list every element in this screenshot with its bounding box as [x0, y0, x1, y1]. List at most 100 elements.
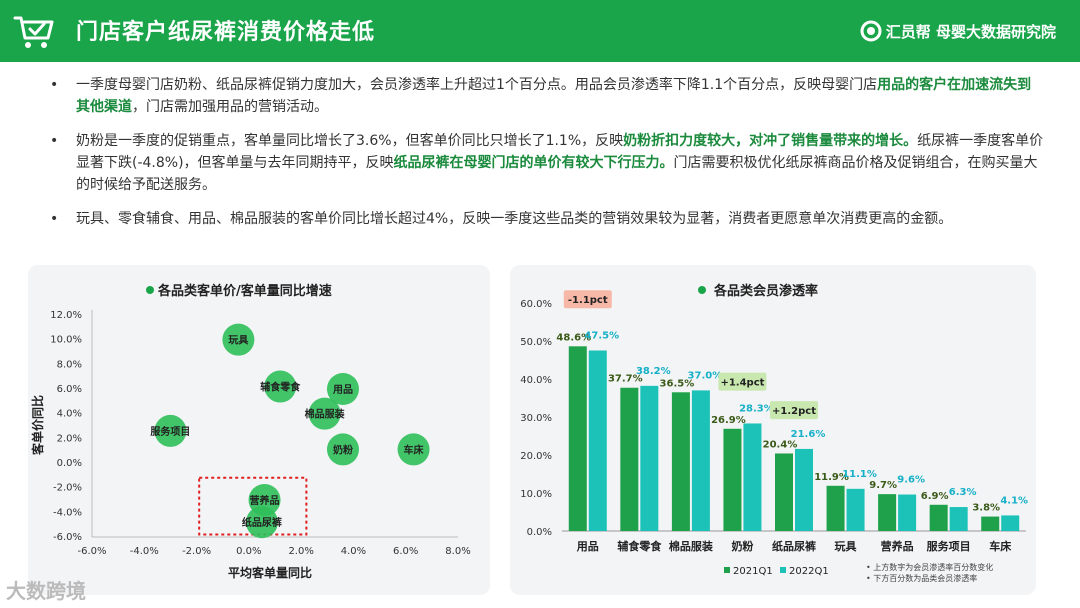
bar: [588, 350, 607, 531]
scatter-point-label: 营养品: [250, 494, 280, 507]
bar-data-label: 9.7%: [869, 480, 897, 491]
scatter-panel: 各品类客单价/客单量同比增速 12.0% 10.0% 8.0% 6.0% 4.0% 2.0%…: [28, 265, 490, 595]
brand-name: 汇员帮 母婴大数据研究院: [885, 22, 1056, 41]
x-tick-label: 用品: [577, 540, 599, 553]
header-bar: 门店客户纸尿裤消费价格走低 汇员帮 母婴大数据研究院: [0, 0, 1080, 62]
bar: [1001, 515, 1020, 531]
bar: [640, 385, 659, 531]
y-tick-label: 10.0%: [50, 335, 82, 346]
bullet-item: • 一季度母婴门店奶粉、纸品尿裤促销力度加大，会员渗透率上升超过1个百分点。用品会…: [44, 74, 1044, 118]
bar: [671, 392, 690, 531]
y-tick-label: -6.0%: [53, 532, 82, 543]
bar: [723, 428, 742, 531]
x-tick-label: 4.0%: [341, 546, 366, 557]
bullet-highlight-text: 奶粉折扣力度较大，对冲了销售量带来的增长。: [623, 133, 918, 149]
bullet-item: • 奶粉是一季度的促销重点，客单量同比增长了3.6%，但客单价同比只增长了1.1%…: [44, 130, 1044, 196]
bar-data-label: 11.1%: [842, 469, 877, 480]
scatter-point-label: 奶粉: [333, 443, 353, 456]
shopping-cart-check-icon: [13, 16, 54, 48]
bar: [826, 485, 845, 531]
bullet-dot: •: [50, 133, 59, 149]
y-tick-label: -2.0%: [53, 483, 82, 494]
bar-data-label: 4.1%: [1000, 495, 1028, 506]
bar-data-label: 37.0%: [688, 370, 723, 381]
title-dot-icon: [146, 286, 154, 294]
scatter-point-label: 辅食零食: [260, 381, 301, 394]
bar-data-label: 48.6%: [556, 332, 591, 343]
y-tick-label: 0.0%: [527, 527, 552, 538]
legend-label: 2021Q1: [733, 566, 773, 577]
bullet-text: 一季度母婴门店奶粉、纸品尿裤促销力度加大，会员渗透率上升超过1个百分点。用品会员…: [76, 77, 878, 93]
x-axis-label: 平均客单量同比: [228, 565, 312, 580]
y-tick-label: 10.0%: [520, 489, 552, 500]
x-tick-label: -4.0%: [130, 546, 159, 557]
bullet-dot: •: [50, 77, 59, 93]
y-tick-label: 4.0%: [57, 409, 82, 420]
x-tick-label: 纸品尿裤: [772, 539, 816, 553]
bar: [929, 504, 948, 531]
scatter-point-label: 服务项目: [150, 425, 190, 438]
y-tick-label: 2.0%: [57, 433, 82, 444]
bullet-text: 玩具、零食辅食、用品、棉品服装的客单价同比增长超过4%，反映一季度这些品类的营销…: [76, 211, 953, 227]
bullet-list: • 一季度母婴门店奶粉、纸品尿裤促销力度加大，会员渗透率上升超过1个百分点。用品会…: [44, 74, 1044, 242]
bar-data-label: 20.4%: [763, 439, 798, 450]
bullet-text: 纸尿裤一季度客单价显著下跌(-4.8%)，但客单量与去年同期持平，反映: [76, 133, 1044, 171]
scatter-point-label: 车床: [404, 443, 425, 456]
x-tick-label: 8.0%: [445, 546, 470, 557]
scatter-point: [326, 373, 359, 405]
page-title: 门店客户纸尿裤消费价格走低: [76, 20, 376, 45]
x-tick-label: 车床: [989, 539, 1012, 553]
bar-data-label: 37.7%: [608, 374, 643, 385]
x-tick-label: -2.0%: [182, 546, 211, 557]
x-tick-label: 营养品: [881, 539, 914, 553]
y-tick-label: 12.0%: [50, 310, 82, 321]
bar: [568, 346, 587, 531]
x-tick-label: 辅食零食: [617, 539, 662, 553]
chart-title: 各品类客单价/客单量同比增速: [157, 283, 332, 299]
y-tick-label: -4.0%: [53, 507, 82, 518]
y-tick-label: 20.0%: [520, 451, 552, 462]
change-badge-label: -1.1pct: [568, 295, 608, 306]
bar: [691, 390, 710, 531]
bar: [795, 448, 813, 531]
chart-title: 各品类会员渗透率: [713, 283, 818, 299]
y-tick-label: 8.0%: [57, 359, 82, 370]
x-tick-label: 棉品服装: [669, 539, 713, 553]
scatter-point-label: 棉品服装: [305, 408, 345, 421]
x-tick-label: 服务项目: [927, 539, 971, 553]
legend-swatch: [780, 567, 786, 573]
bar: [949, 507, 968, 531]
legend-swatch: [724, 567, 730, 573]
bar-data-label: 26.9%: [711, 415, 746, 426]
bar: [775, 453, 793, 531]
bar: [981, 516, 1000, 531]
bar-data-label: 6.9%: [921, 491, 949, 502]
bar-data-label: 11.9%: [814, 472, 849, 483]
bar-data-label: 36.5%: [660, 378, 695, 389]
y-tick-label: 40.0%: [520, 375, 552, 386]
change-badge: [563, 290, 612, 309]
bullet-highlight-text: 用品的客户在加速流失到其他渠道: [76, 77, 1032, 115]
title-dot-icon: [698, 286, 706, 294]
x-tick-label: 2.0%: [288, 546, 313, 557]
bar-data-label: 9.6%: [897, 475, 925, 486]
bar-data-label: 47.5%: [584, 331, 619, 342]
x-tick-label: 6.0%: [393, 546, 418, 557]
y-tick-label: 6.0%: [57, 384, 82, 395]
bar-data-label: 21.6%: [791, 429, 826, 440]
y-tick-label: 50.0%: [520, 337, 552, 348]
brand: 汇员帮 母婴大数据研究院: [860, 18, 1056, 44]
bar-panel: 各品类会员渗透率 60.0% 50.0% 40.0% 30.0% 20.0% 10.0% 0.…: [510, 265, 1036, 595]
scatter-point: [326, 433, 359, 466]
bar: [878, 494, 897, 531]
bullet-item: • 玩具、零食辅食、用品、棉品服装的客单价同比增长超过4%，反映一季度这些品类的营…: [44, 208, 1044, 230]
y-tick-label: 60.0%: [520, 299, 552, 310]
brand-logo-icon: [860, 20, 882, 42]
change-badge-label: +1.2pct: [772, 406, 816, 417]
y-axis-label: 客单价同比: [30, 395, 45, 456]
scatter-point: [222, 323, 255, 356]
change-badge: [770, 401, 818, 420]
y-tick-label: 30.0%: [520, 413, 552, 424]
bullet-highlight-text: 纸品尿裤在母婴门店的单价有较大下行压力。: [393, 155, 674, 171]
y-tick-label: 0.0%: [57, 458, 82, 469]
